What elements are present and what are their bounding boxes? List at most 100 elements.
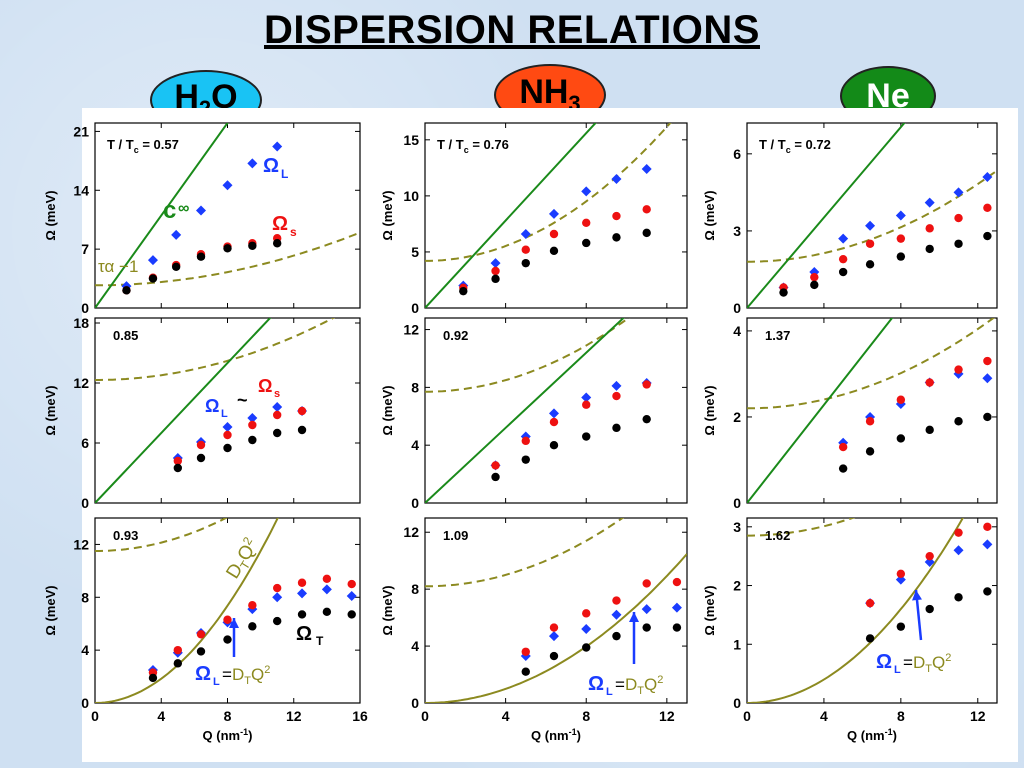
data-point-omega-t bbox=[612, 423, 621, 433]
x-tick-label: 4 bbox=[157, 708, 165, 724]
data-point-omega-l bbox=[321, 584, 332, 595]
data-point-omega-s bbox=[896, 234, 906, 243]
y-tick-label: 12 bbox=[403, 524, 419, 540]
omega-l-dtq2-symbol: Ω bbox=[195, 663, 211, 685]
data-point-omega-s bbox=[173, 645, 183, 655]
data-point-omega-s bbox=[983, 203, 992, 212]
ratio-value: = 0.72 bbox=[791, 137, 831, 152]
x-axis-label: Q (nm-1) bbox=[531, 727, 581, 743]
data-point-omega-l bbox=[247, 158, 258, 169]
data-point-omega-t bbox=[582, 238, 591, 248]
temperature-ratio-label: 1.37 bbox=[765, 328, 790, 343]
data-point-omega-s bbox=[196, 630, 206, 639]
data-point-omega-s bbox=[642, 579, 651, 588]
eq-exp: 2 bbox=[657, 674, 663, 686]
data-point-omega-l bbox=[147, 255, 158, 266]
data-point-omega-t bbox=[272, 428, 282, 438]
data-point-omega-l bbox=[982, 373, 993, 384]
eq-q: Q bbox=[932, 653, 945, 672]
y-axis-label: Ω (meV) bbox=[43, 190, 58, 240]
x-tick-label: 4 bbox=[502, 708, 510, 724]
data-point-omega-t bbox=[925, 604, 934, 614]
data-point-omega-s bbox=[983, 356, 992, 366]
data-point-omega-s bbox=[865, 598, 875, 608]
data-point-omega-t bbox=[896, 434, 906, 443]
data-point-omega-t bbox=[582, 643, 591, 652]
data-point-omega-t bbox=[196, 647, 206, 656]
y-tick-label: 8 bbox=[411, 379, 419, 395]
data-point-omega-s bbox=[838, 254, 848, 264]
data-point-omega-t bbox=[838, 464, 848, 473]
x-axis-label-close: ) bbox=[577, 728, 581, 743]
plot-content bbox=[425, 518, 687, 703]
temperature-ratio-label: 1.09 bbox=[443, 528, 468, 543]
y-tick-label: 0 bbox=[81, 495, 89, 511]
data-point-omega-s bbox=[272, 410, 282, 420]
y-axis-label: Ω (meV) bbox=[702, 190, 717, 240]
plot-content bbox=[747, 518, 993, 703]
y-tick-label: 0 bbox=[411, 300, 419, 316]
data-point-omega-t bbox=[491, 274, 500, 284]
y-tick-label: 0 bbox=[733, 495, 741, 511]
data-point-omega-s bbox=[223, 615, 232, 624]
y-tick-label: 3 bbox=[733, 223, 741, 239]
data-point-omega-s bbox=[896, 569, 906, 578]
x-tick-label: 16 bbox=[352, 708, 368, 724]
relaxation-dashed-curve bbox=[425, 518, 625, 588]
x-tick-label: 12 bbox=[970, 708, 986, 724]
panel-1: 0 5 10 15 Ω (meV) T / Tc = 0.76 bbox=[380, 122, 688, 316]
data-point-omega-t bbox=[642, 228, 651, 238]
omega-l-symbol: Ω bbox=[263, 155, 279, 177]
x-axis-label-exp: -1 bbox=[885, 727, 893, 737]
data-point-omega-s bbox=[297, 406, 307, 416]
y-axis-label: Ω (meV) bbox=[380, 385, 395, 435]
y-tick-label: 4 bbox=[411, 437, 419, 453]
data-point-omega-s bbox=[173, 456, 183, 466]
temperature-ratio-label: T / Tc = 0.57 bbox=[107, 137, 179, 155]
ratio-main: T / T bbox=[107, 137, 134, 152]
data-point-omega-t bbox=[148, 673, 158, 683]
data-point-omega-s bbox=[954, 213, 963, 223]
data-point-omega-t bbox=[549, 440, 559, 450]
data-point-omega-t bbox=[779, 288, 788, 297]
data-point-omega-l bbox=[953, 545, 964, 556]
y-tick-label: 8 bbox=[81, 589, 89, 605]
data-point-omega-l bbox=[581, 624, 592, 634]
omega-l-sub-mid: L bbox=[221, 408, 228, 420]
data-point-omega-s bbox=[925, 378, 934, 387]
y-tick-label: 12 bbox=[403, 322, 419, 338]
data-point-omega-t bbox=[521, 455, 530, 464]
y-axis-label: Ω (meV) bbox=[43, 385, 58, 435]
data-point-omega-t bbox=[582, 432, 591, 441]
omega-t-symbol: Ω bbox=[296, 623, 312, 645]
data-point-omega-s bbox=[297, 578, 307, 587]
y-tick-label: 4 bbox=[733, 323, 741, 339]
ratio-sub: c bbox=[134, 145, 139, 155]
data-point-omega-t bbox=[173, 659, 183, 668]
x-axis-label-exp: -1 bbox=[240, 727, 248, 737]
data-point-omega-l bbox=[196, 205, 206, 216]
data-point-omega-t bbox=[896, 252, 906, 261]
data-point-omega-s bbox=[612, 211, 621, 221]
x-tick-label: 12 bbox=[286, 708, 302, 724]
temperature-ratio-label: T / Tc = 0.76 bbox=[437, 137, 509, 155]
temperature-ratio-label: 0.85 bbox=[113, 328, 138, 343]
eq-sign: = bbox=[222, 665, 232, 684]
x-tick-label: 0 bbox=[421, 708, 429, 724]
data-point-omega-s bbox=[983, 522, 992, 532]
data-point-omega-t bbox=[521, 258, 530, 268]
plot-content bbox=[747, 123, 997, 308]
x-axis-label-close: ) bbox=[248, 728, 252, 743]
omega-l-dtq2-sub: L bbox=[894, 664, 901, 676]
data-point-omega-t bbox=[196, 252, 206, 261]
data-point-omega-s bbox=[925, 551, 934, 561]
data-point-omega-t bbox=[272, 616, 282, 626]
eq-q: Q bbox=[251, 665, 264, 684]
diffusion-parabola bbox=[95, 518, 279, 703]
relaxation-dashed-curve bbox=[425, 318, 631, 393]
data-point-omega-s bbox=[865, 239, 875, 248]
relaxation-dashed-curve bbox=[95, 231, 360, 287]
data-point-omega-s bbox=[925, 224, 934, 233]
nh3-label: NH3 bbox=[519, 73, 581, 116]
